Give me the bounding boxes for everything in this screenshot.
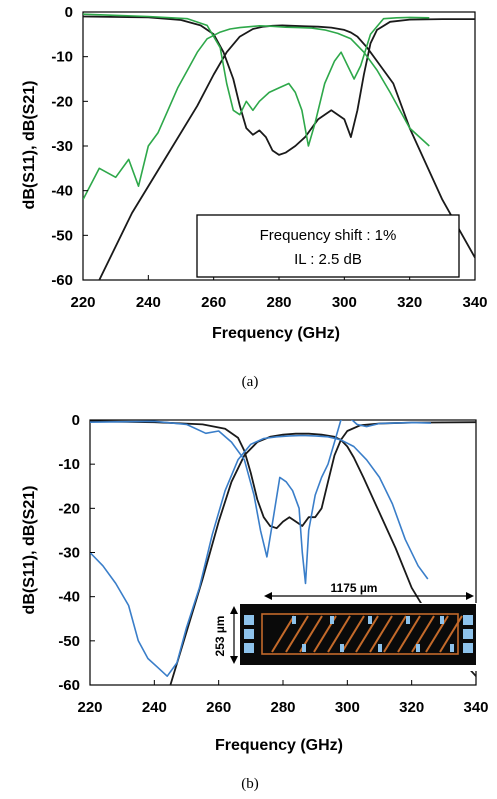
- series-line-a-0: [98, 24, 475, 280]
- x-tick-label-b: 220: [77, 699, 102, 716]
- x-tick-label-b: 260: [206, 699, 231, 716]
- y-tick-label-b: -20: [58, 500, 80, 517]
- annotation-box: Frequency shift : 1% IL : 2.5 dB: [196, 214, 460, 278]
- chart-panel-b: 220 240 260 280 300 320 340 0 -10 -20 -30 -40 -50 -6…: [0, 400, 497, 794]
- inset-resonator-line: [327, 615, 351, 653]
- inset-resonator-line: [411, 615, 435, 653]
- chart-b-ylabel: dB(S11), dB(S21): [21, 486, 38, 615]
- x-tick-label-b: 320: [399, 699, 424, 716]
- y-tick-label-a: 0: [65, 4, 73, 21]
- inset-resonator-line: [425, 615, 449, 653]
- inset-via: [416, 644, 420, 652]
- y-tick-label-b: -60: [58, 677, 80, 694]
- inset-width-label: 1175 µm: [331, 581, 378, 595]
- y-tick-label-a: -40: [51, 183, 73, 200]
- inset-via: [302, 644, 306, 652]
- caption-a: (a): [242, 374, 259, 390]
- y-tick-label-b: -30: [58, 545, 80, 562]
- inset-via: [368, 616, 372, 624]
- inset-resonator-line: [341, 615, 365, 653]
- y-tick-label-a: -30: [51, 138, 73, 155]
- inset-via: [440, 616, 444, 624]
- inset-via: [292, 616, 296, 624]
- annotation-il: IL : 2.5 dB: [294, 251, 362, 268]
- x-tick-label-b: 280: [270, 699, 295, 716]
- chart-panel-a: 220 240 260 280 300 320 340 0 -10 -20 -30 -40 -50 -6…: [21, 4, 488, 390]
- series-line-b-1: [90, 420, 476, 530]
- chart-a-xlabel: Frequency (GHz): [212, 325, 340, 342]
- y-tick-label-a: -10: [51, 49, 73, 66]
- inset-via: [378, 644, 382, 652]
- inset-via: [330, 616, 334, 624]
- caption-b: (b): [241, 776, 259, 792]
- inset-resonator-line: [285, 615, 309, 653]
- inset-via: [340, 644, 344, 652]
- inset-via: [406, 616, 410, 624]
- x-tick-label-b: 240: [142, 699, 167, 716]
- x-tick-label-b: 300: [335, 699, 360, 716]
- y-tick-label-b: -10: [58, 456, 80, 473]
- filter-layout-inset: 1175 µm 253 µm: [213, 581, 478, 671]
- inset-resonator-line: [271, 615, 295, 653]
- y-tick-label-a: -60: [51, 272, 73, 289]
- inset-resonator-line: [439, 615, 463, 653]
- series-line-a-2: [83, 24, 430, 200]
- x-tick-label-a: 220: [70, 294, 95, 311]
- x-tick-label-a: 280: [266, 294, 291, 311]
- series-line-b-0: [169, 432, 476, 685]
- inset-resonator-line: [369, 615, 393, 653]
- inset-resonator-line: [355, 615, 379, 653]
- chart-b-svg: 220 240 260 280 300 320 340 0 -10 -20 -30 -40 -50 -6…: [21, 412, 489, 792]
- x-tick-label-a: 320: [397, 294, 422, 311]
- annotation-freq-shift: Frequency shift : 1%: [260, 227, 397, 244]
- inset-resonator-line: [397, 615, 421, 653]
- chart-b-xlabel: Frequency (GHz): [215, 737, 343, 754]
- y-tick-label-b: -40: [58, 589, 80, 606]
- inset-via: [450, 644, 454, 652]
- chart-a-ylabel: dB(S11), dB(S21): [21, 81, 38, 210]
- y-tick-label-b: -50: [58, 633, 80, 650]
- y-tick-label-a: -20: [51, 93, 73, 110]
- x-tick-label-a: 300: [332, 294, 357, 311]
- inset-height-label: 253 µm: [213, 616, 227, 657]
- x-tick-label-b: 340: [463, 699, 488, 716]
- series-line-a-3: [83, 13, 430, 147]
- x-tick-label-a: 260: [201, 294, 226, 311]
- y-tick-label-b: 0: [72, 412, 80, 429]
- chart-a-svg: 220 240 260 280 300 320 340 0 -10 -20 -30 -40 -50 -6…: [21, 4, 488, 390]
- series-line-b-2: [90, 434, 429, 678]
- x-tick-label-a: 340: [462, 294, 487, 311]
- y-tick-label-a: -50: [51, 227, 73, 244]
- inset-resonator-line: [383, 615, 407, 653]
- x-tick-label-a: 240: [136, 294, 161, 311]
- series-line-b-3: [90, 420, 432, 585]
